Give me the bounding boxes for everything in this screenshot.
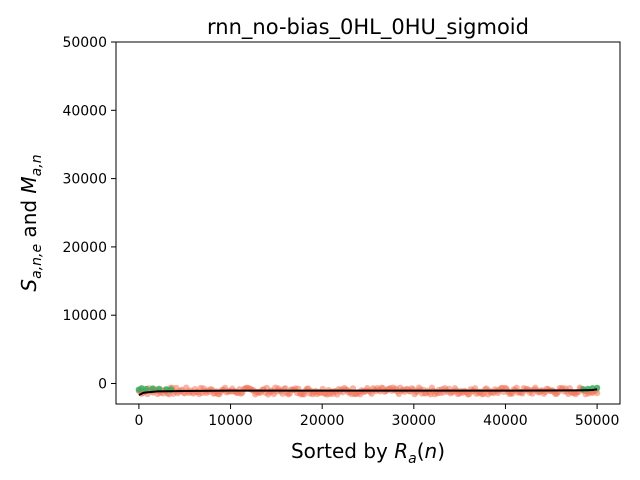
y-tick-label: 20000 <box>62 240 107 256</box>
y-axis-title: Sa,n,e and Ma,n <box>17 154 45 291</box>
x-axis-title: Sorted by Ra(n) <box>291 439 445 467</box>
x-tick-label: 50000 <box>575 413 620 429</box>
x-tick-label: 40000 <box>483 413 528 429</box>
plot-area-frame <box>115 41 621 405</box>
y-tick-label: 40000 <box>62 103 107 119</box>
scatter-point-high <box>143 385 150 393</box>
x-axis-title-part: n <box>425 439 438 463</box>
scatter-point-high <box>149 385 156 392</box>
x-tick-label: 30000 <box>392 413 437 429</box>
chart-title: rnn_no-bias_0HL_0HU_sigmoid <box>207 15 529 40</box>
x-axis-ticks: 0 10000 20000 30000 40000 50000 <box>134 404 619 429</box>
y-axis-title-part: M <box>17 176 41 193</box>
x-axis-title-part: a <box>408 451 417 467</box>
x-tick-label: 0 <box>134 413 143 429</box>
mean-line <box>138 388 598 397</box>
x-axis-title-part: ( <box>417 439 425 463</box>
x-axis-title-part: ) <box>437 439 445 463</box>
scatter-point <box>593 389 601 397</box>
y-tick-label: 0 <box>98 377 107 393</box>
y-axis-ticks: 0 10000 20000 30000 40000 50000 <box>62 35 116 393</box>
x-tick-label: 20000 <box>300 413 345 429</box>
y-axis-title-part: and <box>17 194 41 244</box>
x-axis-title-part: Sorted by <box>291 439 394 463</box>
y-axis-title-part: S <box>17 279 41 292</box>
y-axis-title-part: a,n <box>29 154 45 176</box>
y-tick-label: 30000 <box>62 172 107 188</box>
y-tick-label: 10000 <box>62 308 107 324</box>
x-tick-label: 10000 <box>208 413 253 429</box>
y-tick-label: 50000 <box>62 35 107 51</box>
x-axis-title-part: R <box>394 439 408 463</box>
mean-line-layer <box>138 388 598 397</box>
y-axis-title-part: a,n,e <box>29 244 45 279</box>
